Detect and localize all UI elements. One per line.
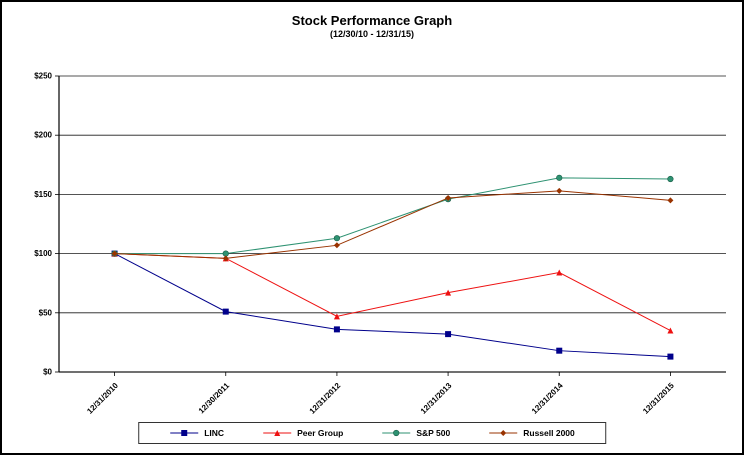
- legend-marker-triangle-icon: [263, 430, 292, 436]
- legend-marker-square-icon: [170, 430, 199, 436]
- y-tick-label: $150: [34, 190, 52, 199]
- legend-marker-diamond-icon: [489, 430, 518, 436]
- x-tick-label: 12/31/2013: [419, 381, 454, 416]
- axes: [55, 75, 671, 376]
- y-tick-label: $0: [43, 368, 52, 377]
- legend-label: LINC: [204, 428, 225, 438]
- y-tick-label: $200: [34, 131, 52, 140]
- legend-marker-circle-icon: [382, 429, 411, 437]
- x-tick-label: 12/31/2015: [641, 381, 676, 416]
- gridlines: [59, 75, 726, 373]
- legend-label: S&P 500: [416, 428, 451, 438]
- x-tick-label: 12/31/2014: [530, 381, 565, 416]
- x-tick-label: 12/30/2011: [197, 381, 232, 416]
- y-tick-label: $100: [34, 249, 52, 258]
- legend-item-russell-2000: Russell 2000: [488, 428, 575, 438]
- legend-label: Russell 2000: [523, 428, 575, 438]
- series-peer-group: [111, 250, 674, 334]
- legend-item-peer-group: Peer Group: [262, 428, 343, 438]
- series-russell-2000: [111, 187, 674, 262]
- chart-legend: LINC Peer Group S&P 500 Russell 2000: [138, 422, 606, 444]
- series-s-p-500: [111, 174, 674, 257]
- x-tick-label: 12/31/2010: [85, 381, 120, 416]
- legend-item-linc: LINC: [169, 428, 224, 438]
- series-linc: [111, 250, 674, 360]
- legend-label: Peer Group: [297, 428, 344, 438]
- y-tick-label: $50: [39, 308, 53, 317]
- chart-title: Stock Performance Graph: [291, 13, 453, 28]
- y-tick-label: $250: [34, 72, 52, 81]
- legend-item-s-p-500: S&P 500: [381, 428, 450, 438]
- chart-subtitle: (12/30/10 - 12/31/15): [329, 29, 415, 39]
- x-tick-label: 12/31/2012: [308, 381, 343, 416]
